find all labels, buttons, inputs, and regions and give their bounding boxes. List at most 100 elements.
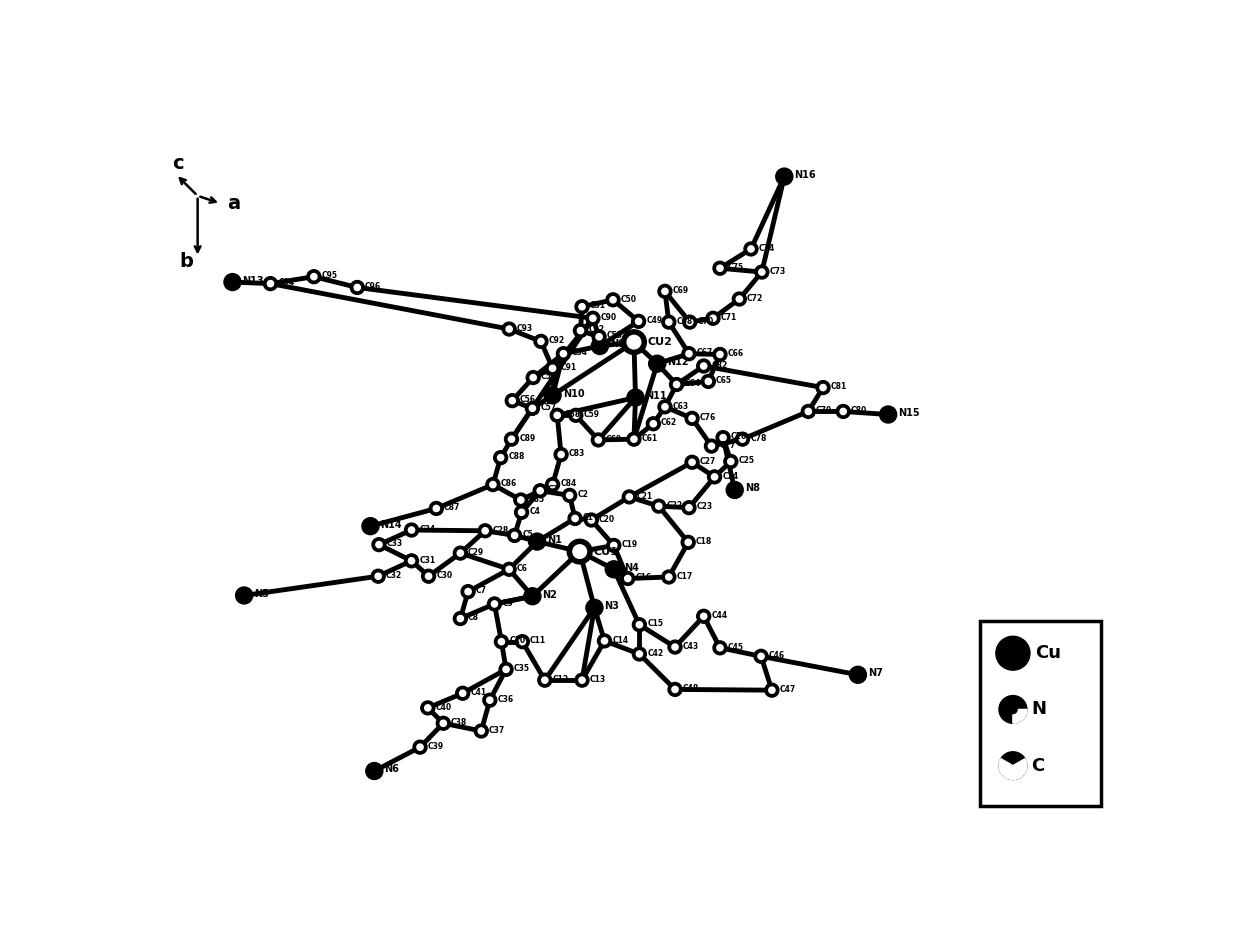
Circle shape: [704, 439, 718, 453]
Circle shape: [662, 570, 676, 584]
Circle shape: [650, 421, 656, 427]
Circle shape: [518, 509, 525, 516]
Text: C59: C59: [584, 410, 600, 419]
Circle shape: [689, 415, 696, 422]
Circle shape: [523, 588, 541, 605]
Circle shape: [528, 533, 546, 550]
Circle shape: [554, 448, 568, 461]
Text: C43: C43: [683, 641, 699, 651]
Text: C3: C3: [548, 485, 559, 495]
Circle shape: [717, 431, 730, 444]
Circle shape: [668, 640, 682, 654]
Circle shape: [682, 500, 696, 515]
Circle shape: [408, 527, 414, 533]
Circle shape: [551, 408, 564, 423]
Circle shape: [656, 503, 662, 509]
Circle shape: [670, 377, 683, 392]
Circle shape: [689, 459, 696, 466]
Circle shape: [601, 638, 608, 644]
Circle shape: [621, 572, 635, 585]
Text: C51: C51: [590, 301, 606, 311]
Circle shape: [724, 454, 738, 469]
Circle shape: [636, 622, 642, 628]
Circle shape: [306, 269, 321, 284]
Circle shape: [491, 601, 497, 607]
Text: C53: C53: [606, 331, 622, 341]
Circle shape: [482, 693, 497, 707]
Circle shape: [408, 558, 414, 564]
Text: N14: N14: [381, 519, 402, 530]
Circle shape: [673, 381, 680, 388]
Circle shape: [569, 408, 583, 423]
Circle shape: [404, 523, 419, 537]
Circle shape: [606, 293, 620, 307]
Text: N1: N1: [547, 535, 562, 545]
Circle shape: [701, 362, 707, 369]
Circle shape: [610, 297, 616, 303]
Text: C15: C15: [647, 620, 663, 628]
Circle shape: [631, 436, 637, 442]
Text: C39: C39: [428, 742, 444, 751]
Text: C67: C67: [697, 348, 713, 358]
Circle shape: [506, 566, 512, 573]
Circle shape: [465, 589, 471, 594]
Circle shape: [506, 326, 512, 332]
Text: C42: C42: [647, 649, 663, 657]
Circle shape: [572, 516, 578, 521]
Text: C93: C93: [517, 324, 533, 332]
Text: C88: C88: [508, 453, 525, 461]
Text: C22: C22: [667, 500, 683, 510]
Text: C62: C62: [661, 419, 677, 427]
Circle shape: [805, 408, 811, 414]
Circle shape: [737, 296, 743, 302]
Circle shape: [507, 529, 522, 543]
Circle shape: [598, 634, 611, 648]
Circle shape: [706, 312, 720, 325]
Text: a: a: [227, 194, 241, 213]
Text: C13: C13: [590, 675, 606, 684]
Text: C87: C87: [444, 503, 460, 512]
Text: N5: N5: [254, 589, 269, 599]
Text: C48: C48: [683, 685, 699, 693]
Text: C57: C57: [541, 403, 557, 412]
Circle shape: [754, 650, 768, 663]
Circle shape: [456, 686, 470, 700]
Circle shape: [479, 728, 485, 734]
Text: C18: C18: [696, 537, 712, 546]
Circle shape: [593, 330, 606, 344]
Text: C36: C36: [497, 695, 513, 704]
Text: C24: C24: [722, 471, 739, 481]
Text: C80: C80: [851, 407, 867, 415]
Text: C14: C14: [613, 636, 629, 645]
Circle shape: [735, 432, 749, 446]
Text: C1: C1: [583, 514, 594, 522]
Circle shape: [585, 312, 600, 325]
Text: N6: N6: [384, 764, 399, 775]
Circle shape: [631, 315, 646, 329]
Circle shape: [376, 542, 382, 547]
Circle shape: [627, 389, 644, 406]
Circle shape: [371, 569, 386, 583]
Circle shape: [668, 683, 682, 697]
Text: c: c: [172, 154, 184, 173]
Circle shape: [486, 697, 494, 703]
Text: CU1: CU1: [594, 546, 619, 557]
Circle shape: [769, 687, 775, 693]
Circle shape: [632, 647, 646, 661]
Text: C77: C77: [719, 440, 735, 450]
Circle shape: [681, 535, 696, 549]
Circle shape: [744, 242, 758, 256]
Text: C21: C21: [637, 492, 653, 500]
Circle shape: [236, 587, 253, 604]
Circle shape: [596, 333, 603, 340]
Circle shape: [776, 168, 792, 185]
Circle shape: [590, 316, 596, 321]
Circle shape: [490, 482, 496, 487]
Text: C25: C25: [739, 456, 755, 465]
Circle shape: [424, 705, 432, 711]
Text: C9: C9: [502, 599, 513, 608]
Text: C8: C8: [469, 613, 479, 623]
Circle shape: [672, 644, 678, 650]
Circle shape: [502, 562, 516, 577]
Circle shape: [646, 417, 661, 431]
